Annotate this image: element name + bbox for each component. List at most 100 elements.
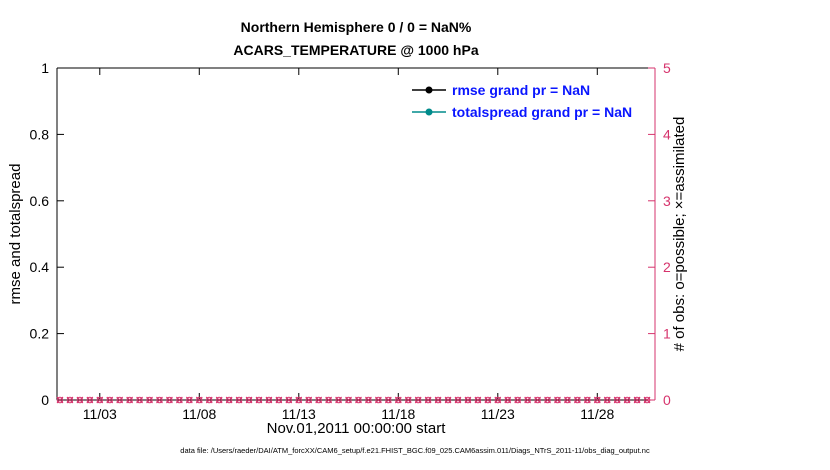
obs-assimilated-marker (573, 396, 581, 404)
obs-possible-marker (86, 396, 94, 404)
obs-assimilated-marker (623, 396, 631, 404)
obs-assimilated-marker (325, 396, 333, 404)
obs-assimilated-marker (404, 396, 412, 404)
obs-possible-marker (613, 396, 621, 404)
obs-possible-marker (603, 396, 611, 404)
obs-possible-marker (255, 396, 263, 404)
obs-assimilated-marker (564, 396, 571, 404)
obs-possible-marker (225, 396, 233, 404)
left-axis-label: rmse and totalspread (7, 164, 24, 305)
obs-assimilated-marker (374, 396, 382, 404)
plot-dynamic-layer: 0 0.2 0.4 0.6 0.8 1 0 1 2 3 4 5 11/03 11/08 11/13 11/18… (30, 60, 671, 422)
obs-assimilated-marker (146, 396, 153, 404)
x-tick-label: 11/08 (182, 406, 216, 422)
left-tick-label: 1 (41, 60, 49, 76)
obs-assimilated-marker (454, 396, 462, 404)
obs-possible-marker (484, 396, 492, 404)
obs-possible-marker (245, 396, 253, 404)
obs-assimilated-marker (215, 396, 223, 404)
x-tick-label: 11/18 (381, 406, 415, 422)
x-tick-label: 11/23 (481, 406, 515, 422)
obs-assimilated-marker (603, 396, 611, 404)
obs-assimilated-marker (504, 396, 512, 404)
obs-assimilated-marker (335, 396, 343, 404)
obs-assimilated-marker (583, 396, 591, 404)
obs-possible-marker (394, 396, 402, 404)
obs-assimilated-marker (554, 396, 561, 404)
obs-possible-marker (375, 396, 382, 404)
legend-marker (425, 108, 433, 116)
obs-possible-marker (444, 396, 452, 404)
obs-possible-marker (275, 396, 283, 404)
obs-assimilated-marker (116, 396, 124, 404)
obs-assimilated-marker (136, 396, 144, 404)
obs-possible-marker (544, 396, 551, 404)
left-tick-label: 0.2 (30, 326, 50, 342)
obs-possible-marker (574, 396, 581, 404)
legend-marker (425, 86, 433, 94)
obs-possible-marker (514, 396, 521, 404)
obs-assimilated-marker (315, 396, 323, 404)
obs-assimilated-marker (484, 396, 492, 404)
obs-possible-marker (325, 396, 332, 404)
x-tick-label: 11/03 (83, 406, 117, 422)
obs-assimilated-marker (96, 396, 104, 404)
left-tick-label: 0.6 (30, 193, 50, 209)
obs-possible-marker (593, 396, 601, 404)
obs-possible-marker (385, 396, 392, 404)
obs-possible-marker (116, 396, 123, 404)
right-tick-label: 5 (663, 60, 671, 76)
obs-assimilated-marker (474, 396, 482, 404)
obs-possible-marker (305, 396, 313, 404)
obs-possible-marker (146, 396, 153, 404)
obs-assimilated-marker (66, 396, 74, 404)
obs-assimilated-marker (384, 396, 392, 404)
obs-assimilated-marker (613, 396, 621, 404)
obs-possible-marker (554, 396, 561, 404)
obs-assimilated-marker (643, 396, 651, 404)
obs-assimilated-marker (633, 396, 641, 404)
right-tick-label: 4 (663, 126, 671, 142)
obs-assimilated-marker (175, 396, 183, 404)
obs-possible-marker (186, 396, 193, 404)
right-tick-label: 2 (663, 259, 671, 275)
obs-possible-marker (345, 396, 352, 404)
obs-possible-marker (215, 396, 223, 404)
obs-assimilated-marker (365, 396, 372, 404)
obs-possible-marker (424, 396, 432, 404)
x-axis-label: Nov.01,2011 00:00:00 start (267, 420, 447, 437)
obs-possible-marker (166, 396, 173, 404)
obs-possible-marker (623, 396, 631, 404)
obs-possible-marker (355, 396, 362, 404)
right-tick-label: 0 (663, 392, 671, 408)
right-tick-label: 3 (663, 193, 671, 209)
plot-subtitle: ACARS_TEMPERATURE @ 1000 hPa (233, 42, 478, 58)
obs-possible-marker (404, 396, 412, 404)
obs-possible-marker (474, 396, 482, 404)
obs-possible-marker (56, 396, 64, 404)
obs-assimilated-marker (524, 396, 532, 404)
obs-assimilated-marker (434, 396, 442, 404)
obs-assimilated-marker (235, 396, 243, 404)
obs-possible-marker (66, 396, 74, 404)
obs-possible-marker (365, 396, 372, 404)
obs-assimilated-marker (156, 396, 163, 404)
obs-assimilated-marker (195, 396, 203, 404)
obs-assimilated-marker (106, 396, 114, 404)
obs-assimilated-marker (414, 396, 422, 404)
obs-assimilated-marker (514, 396, 522, 404)
obs-possible-marker (494, 396, 502, 404)
obs-assimilated-marker (56, 396, 64, 404)
obs-possible-marker (454, 396, 462, 404)
obs-possible-marker (464, 396, 472, 404)
left-tick-label: 0.4 (30, 259, 50, 275)
obs-possible-marker (534, 396, 541, 404)
obs-assimilated-marker (544, 396, 551, 404)
obs-possible-marker (335, 396, 342, 404)
obs-possible-marker (106, 396, 114, 404)
obs-possible-marker (205, 396, 213, 404)
obs-assimilated-marker (225, 396, 233, 404)
obs-possible-marker (643, 396, 651, 404)
obs-assimilated-marker (355, 396, 362, 404)
